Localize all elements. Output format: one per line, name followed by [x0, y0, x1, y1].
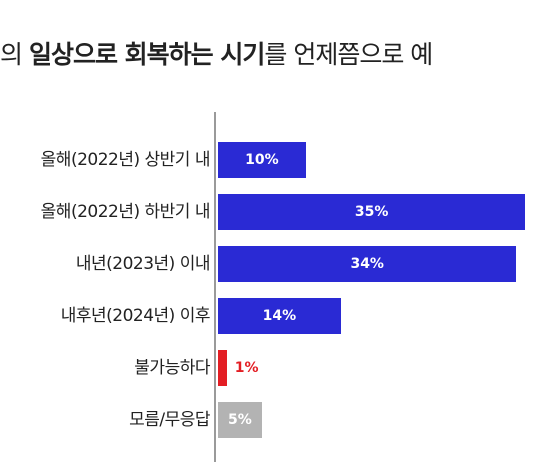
- category-label: 올해(2022년) 상반기 내: [40, 150, 211, 170]
- value-label: 5%: [228, 412, 252, 428]
- value-label: 34%: [350, 256, 384, 272]
- category-label: 내후년(2024년) 이후: [60, 306, 211, 326]
- bar: [218, 194, 526, 230]
- value-label: 14%: [262, 308, 297, 324]
- category-label: 내년(2023년) 이내: [75, 254, 211, 274]
- bar: [218, 298, 341, 334]
- value-label: 35%: [354, 204, 389, 220]
- title-part-2: 를 언제쯤으로 예: [264, 40, 433, 69]
- bar: [218, 350, 227, 386]
- value-label: 10%: [245, 152, 279, 168]
- bar: [218, 402, 262, 438]
- value-label: 1%: [234, 360, 259, 376]
- category-label: 모름/무응답: [129, 410, 210, 430]
- chart-title: 전의 일상으로 회복하는 시기를 언제쯤으로 예: [0, 40, 433, 70]
- bar: [218, 246, 517, 282]
- bar: [218, 142, 306, 178]
- title-part-1: 전의: [0, 40, 23, 69]
- category-axis-line: [214, 112, 216, 462]
- category-label: 올해(2022년) 하반기 내: [40, 202, 211, 222]
- title-emphasis: 일상으로 회복하는 시기: [28, 40, 265, 69]
- category-label: 불가능하다: [134, 358, 210, 378]
